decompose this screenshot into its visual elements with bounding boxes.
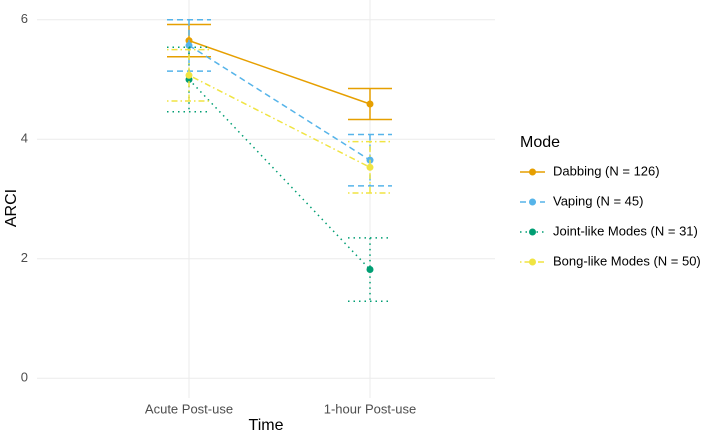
error-bar <box>348 140 392 194</box>
legend-title: Mode <box>520 134 560 151</box>
error-bar <box>167 48 211 102</box>
series-line <box>188 74 371 168</box>
point <box>366 163 374 171</box>
point <box>185 41 193 49</box>
point <box>366 100 374 108</box>
x-tick-label: Acute Post-use <box>145 401 233 416</box>
y-tick-label: 0 <box>21 370 28 385</box>
x-axis-title: Time <box>249 417 284 434</box>
y-axis-title: ARCI <box>3 189 20 227</box>
legend-label: Vaping (N = 45) <box>553 193 643 208</box>
y-tick-label: 6 <box>21 11 28 26</box>
legend-label: Bong-like Modes (N = 50) <box>553 253 701 268</box>
legend-key-point <box>529 168 536 176</box>
error-bar <box>167 46 211 113</box>
series-line <box>188 78 371 271</box>
point <box>185 71 193 79</box>
legend-label: Dabbing (N = 126) <box>553 163 660 178</box>
legend-label: Joint-like Modes (N = 31) <box>553 223 698 238</box>
x-tick-label: 1-hour Post-use <box>324 401 417 416</box>
legend-key-point <box>529 258 536 266</box>
series-line <box>188 39 371 105</box>
y-tick-label: 2 <box>21 250 28 265</box>
error-bar <box>348 237 392 302</box>
legend-key-point <box>529 198 536 206</box>
series-line <box>188 44 371 161</box>
y-tick-label: 4 <box>21 131 28 146</box>
point <box>366 266 374 274</box>
plot-layer: 0 2 4 6 Acute Post-use 1-hour Post-use Dabbing… <box>21 0 701 416</box>
legend-key-point <box>529 228 536 236</box>
